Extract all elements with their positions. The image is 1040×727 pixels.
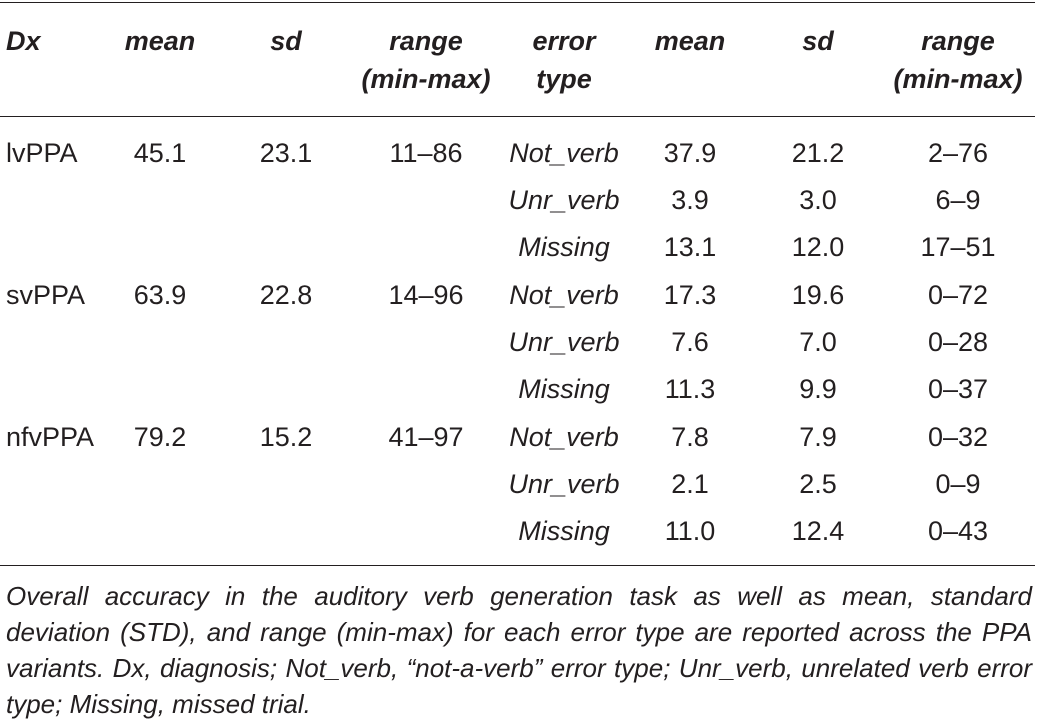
- dx-cell: lvPPA: [6, 138, 78, 168]
- error-range-cell: 0–32: [927, 422, 989, 452]
- header-range-accuracy-line1: range: [389, 26, 463, 56]
- error-sd-cell: 9.9: [799, 374, 837, 404]
- error-sd-cell: 19.6: [791, 280, 845, 310]
- error-sd-cell: 7.9: [799, 422, 837, 452]
- error-sd-cell: 12.4: [791, 516, 845, 546]
- error-sd-cell: 3.0: [799, 185, 837, 215]
- error-range-cell: 0–37: [927, 374, 989, 404]
- dx-cell: svPPA: [6, 280, 86, 310]
- error-mean-cell: 17.3: [663, 280, 717, 310]
- header-range-error-line2: (min-max): [893, 64, 1023, 94]
- error-type-cell: Not_verb: [509, 280, 619, 310]
- error-mean-cell: 11.0: [664, 516, 716, 546]
- header-error-type-line1: error: [532, 26, 596, 56]
- error-range-cell: 2–76: [927, 138, 989, 168]
- sd-cell: 23.1: [259, 138, 313, 168]
- error-mean-cell: 2.1: [671, 469, 709, 499]
- header-error-type-line2: type: [536, 64, 592, 94]
- error-range-cell: 0–28: [927, 327, 989, 357]
- mean-cell: 45.1: [133, 138, 187, 168]
- header-mean-error: mean: [654, 26, 726, 56]
- mean-cell: 79.2: [133, 422, 187, 452]
- error-mean-cell: 13.1: [663, 232, 717, 262]
- dx-cell: nfvPPA: [6, 422, 95, 452]
- error-range-cell: 0–43: [927, 516, 989, 546]
- error-type-cell: Not_verb: [509, 138, 619, 168]
- mean-cell: 63.9: [133, 280, 187, 310]
- error-type-cell: Unr_verb: [508, 185, 620, 215]
- header-rule: [0, 116, 1035, 117]
- error-sd-cell: 12.0: [791, 232, 845, 262]
- header-range-accuracy-line2: (min-max): [361, 64, 491, 94]
- header-mean-accuracy: mean: [124, 26, 196, 56]
- error-range-cell: 17–51: [920, 232, 996, 262]
- error-mean-cell: 3.9: [671, 185, 709, 215]
- bottom-rule: [0, 565, 1035, 566]
- error-type-cell: Unr_verb: [508, 327, 620, 357]
- error-mean-cell: 7.6: [671, 327, 709, 357]
- range-cell: 41–97: [388, 422, 464, 452]
- range-cell: 14–96: [388, 280, 464, 310]
- error-type-cell: Missing: [518, 516, 610, 546]
- header-range-error-line1: range: [921, 26, 995, 56]
- error-mean-cell: 37.9: [663, 138, 717, 168]
- header-dx: Dx: [6, 26, 41, 56]
- error-mean-cell: 11.3: [664, 374, 716, 404]
- error-sd-cell: 21.2: [791, 138, 845, 168]
- error-sd-cell: 7.0: [799, 327, 837, 357]
- range-cell: 11–86: [389, 138, 463, 168]
- error-type-cell: Missing: [518, 232, 610, 262]
- header-sd-accuracy: sd: [270, 26, 302, 56]
- error-type-cell: Missing: [518, 374, 610, 404]
- error-sd-cell: 2.5: [799, 469, 837, 499]
- error-range-cell: 0–9: [935, 469, 981, 499]
- table-caption: Overall accuracy in the auditory verb ge…: [6, 581, 1032, 719]
- error-type-cell: Unr_verb: [508, 469, 620, 499]
- error-type-cell: Not_verb: [509, 422, 619, 452]
- error-range-cell: 6–9: [935, 185, 981, 215]
- sd-cell: 15.2: [259, 422, 313, 452]
- error-mean-cell: 7.8: [671, 422, 709, 452]
- error-range-cell: 0–72: [927, 280, 989, 310]
- top-rule: [0, 2, 1035, 3]
- sd-cell: 22.8: [259, 280, 313, 310]
- header-sd-error: sd: [802, 26, 834, 56]
